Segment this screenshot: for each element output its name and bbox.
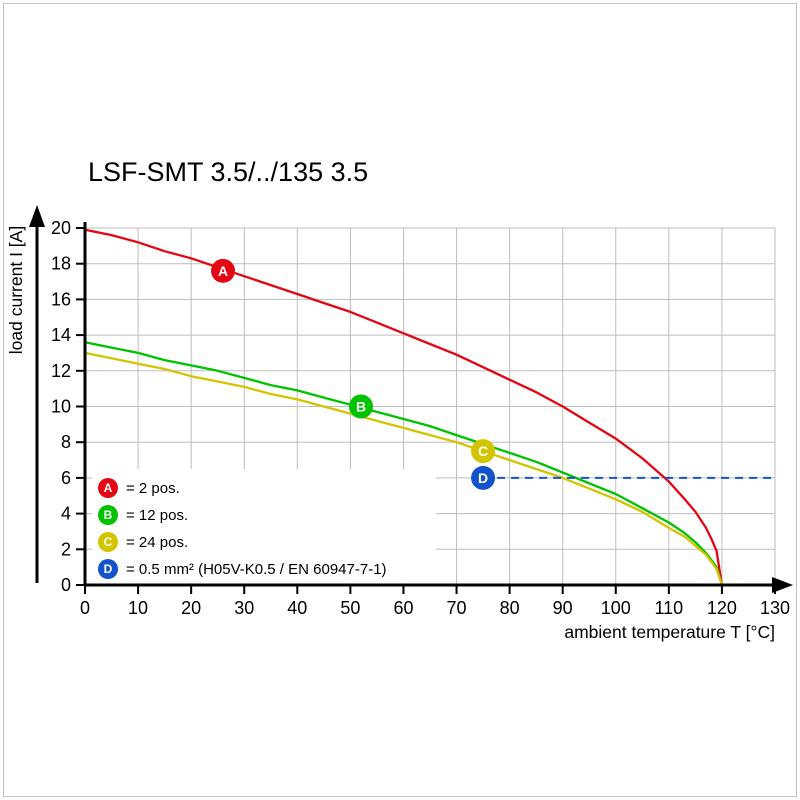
x-tick-label-20: 20: [181, 598, 201, 618]
y-tick-label-8: 8: [61, 432, 71, 452]
legend-label-D: = 0.5 mm² (H05V-K0.5 / EN 60947-7-1): [126, 561, 387, 578]
legend-label-C: = 24 pos.: [126, 534, 188, 551]
marker-letter-A: A: [218, 263, 228, 279]
curve-markers: A B CD: [211, 258, 496, 490]
y-arrow-head: [29, 205, 45, 227]
legend-swatch-A: [98, 478, 118, 498]
legend-letter-C: C: [104, 535, 113, 549]
curve-B: [83, 341, 724, 587]
x-tick-label-130: 130: [760, 598, 790, 618]
x-tick-label-40: 40: [287, 598, 307, 618]
legend-swatch-D: [98, 559, 118, 579]
legend-swatch-C: [98, 532, 118, 552]
axes: 0 10 20 30 40 50 60 70 80 90 100 110 120 130 0 2 4 6 8 10 12…: [29, 205, 793, 618]
y-tick-label-12: 12: [51, 361, 71, 381]
y-tick-label-10: 10: [51, 397, 71, 417]
chart-title: LSF-SMT 3.5/../135 3.5: [88, 157, 368, 187]
x-tick-label-70: 70: [447, 598, 467, 618]
marker-B: [349, 394, 373, 419]
y-tick-label-4: 4: [61, 504, 71, 524]
marker-A: [211, 258, 235, 283]
x-tick-label-0: 0: [80, 598, 90, 618]
marker-letter-D: D: [478, 470, 488, 486]
legend-letter-B: B: [104, 508, 113, 522]
x-tick-label-30: 30: [234, 598, 254, 618]
x-tick-label-90: 90: [553, 598, 573, 618]
legend-letter-A: A: [104, 481, 113, 495]
y-tick-label-6: 6: [61, 468, 71, 488]
y-tick-label-20: 20: [51, 218, 71, 238]
legend-label-B: = 12 pos.: [126, 507, 188, 524]
y-tick-label-2: 2: [61, 539, 71, 559]
x-tick-label-50: 50: [340, 598, 360, 618]
y-tick-label-14: 14: [51, 325, 71, 345]
y-axis-label: load current I [A]: [6, 226, 26, 354]
y-tick-label-16: 16: [51, 289, 71, 309]
legend-background: [92, 469, 436, 583]
y-tick-label-0: 0: [61, 575, 71, 595]
marker-letter-C: C: [478, 443, 488, 459]
marker-letter-B: B: [356, 399, 366, 415]
x-tick-label-120: 120: [707, 598, 737, 618]
legend-swatch-B: [98, 505, 118, 525]
x-tick-label-80: 80: [500, 598, 520, 618]
marker-C: [471, 439, 496, 464]
legend-letter-D: D: [104, 562, 113, 576]
x-axis-label: ambient temperature T [°C]: [564, 622, 775, 642]
legend: A = 2 pos. B = 12 pos. C = 24 pos. D = 0.5 mm² …: [92, 469, 436, 583]
legend-label-A: = 2 pos.: [126, 480, 180, 497]
plot-curves: [83, 228, 775, 587]
x-tick-label-60: 60: [393, 598, 413, 618]
x-tick-label-10: 10: [128, 598, 148, 618]
x-tick-label-100: 100: [601, 598, 631, 618]
x-tick-label-110: 110: [654, 598, 683, 618]
marker-D: [471, 465, 496, 490]
curve-A: [83, 228, 724, 587]
curve-C: [83, 351, 724, 587]
y-tick-label-18: 18: [51, 254, 71, 274]
x-axis-arrow: [772, 577, 793, 593]
